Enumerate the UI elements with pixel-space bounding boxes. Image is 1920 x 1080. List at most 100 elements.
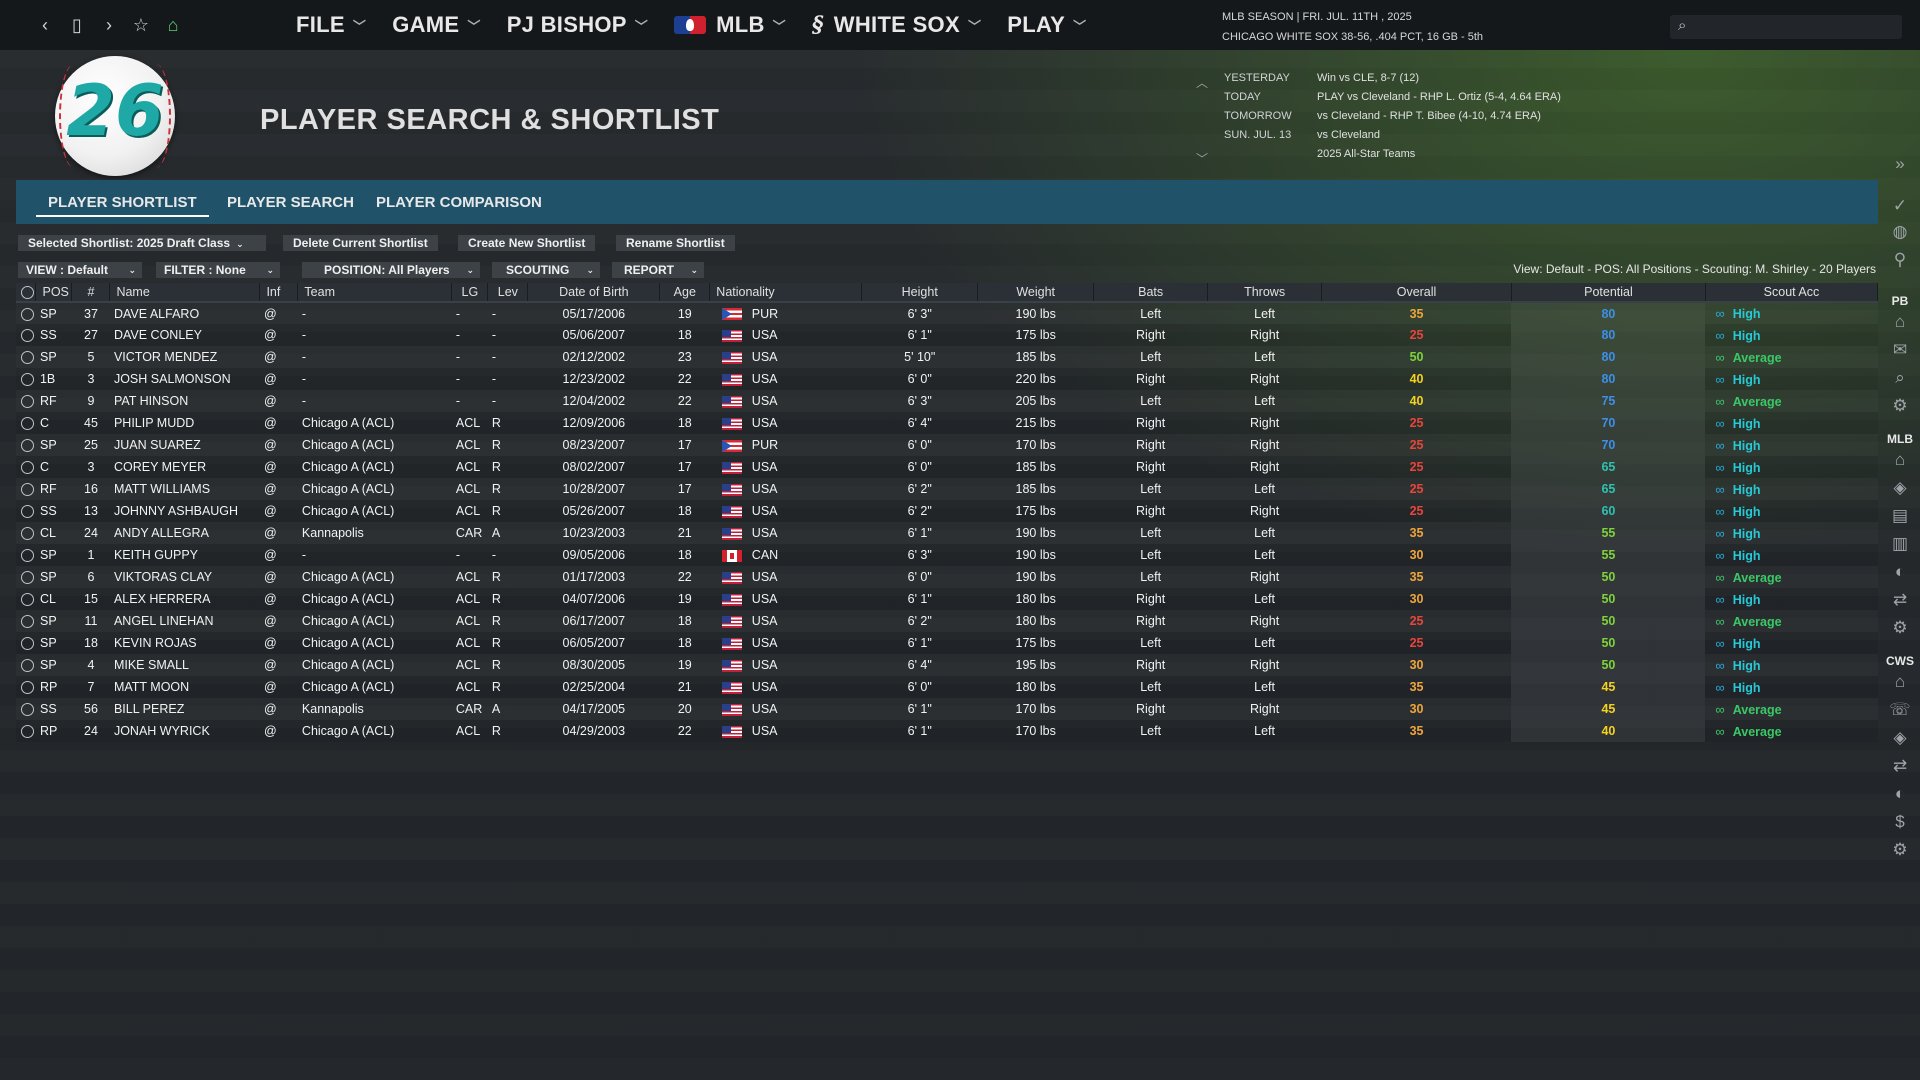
baseball-icon[interactable]: ◐ [1894,562,1906,581]
cell-team[interactable]: - [298,390,452,412]
select-all-header[interactable] [16,283,37,303]
cell-name[interactable]: JUAN SUAREZ [110,434,260,456]
cell-team[interactable]: Chicago A (ACL) [297,456,452,478]
row-select[interactable] [16,698,36,720]
table-row[interactable]: RF 16 MATT WILLIAMS @ Chicago A (ACL) ACL R 10/… [16,478,1878,500]
transactions-icon[interactable]: ⇄ [1892,756,1908,775]
cell-team[interactable]: Chicago A (ACL) [297,500,452,522]
row-select[interactable] [16,632,36,654]
col-header-nationality[interactable]: Nationality [709,283,863,303]
col-header-weight[interactable]: Weight [977,283,1095,303]
tab-player-search[interactable]: PLAYER SEARCH [227,194,354,211]
table-row[interactable]: SP 25 JUAN SUAREZ @ Chicago A (ACL) ACL R 08/23… [16,434,1878,456]
col-header-pos[interactable]: POS [35,283,73,303]
col-header-height[interactable]: Height [861,283,979,303]
transactions-icon[interactable]: ⇄ [1892,590,1908,609]
row-select[interactable] [16,412,36,434]
stats-icon[interactable]: ▥ [1891,534,1909,553]
table-row[interactable]: RP 7 MATT MOON @ Chicago A (ACL) ACL R 02/25/20… [16,676,1878,698]
cell-name[interactable]: PAT HINSON [110,390,260,412]
col-header-age[interactable]: Age [659,283,711,303]
row-select[interactable] [16,522,36,544]
star-icon[interactable]: ☆ [132,14,150,35]
search-input[interactable] [1700,17,1896,37]
col-header-lg[interactable]: LG [451,283,489,303]
view-dropdown[interactable]: VIEW : Default ⌄ [18,262,142,278]
col-header-dob[interactable]: Date of Birth [527,283,661,303]
cell-team[interactable]: Kannapolis [298,522,452,544]
row-select[interactable] [16,368,36,390]
table-row[interactable]: C 3 COREY MEYER @ Chicago A (ACL) ACL R 08/02/2… [16,456,1878,478]
cell-name[interactable]: JOSH SALMONSON [109,368,260,390]
page-icon[interactable]: ▯ [72,14,82,35]
cell-name[interactable]: DAVE ALFARO [110,302,260,324]
cell-name[interactable]: ANGEL LINEHAN [110,610,260,632]
table-row[interactable]: SS 13 JOHNNY ASHBAUGH @ Chicago A (ACL) ACL R 0… [16,500,1878,522]
col-header-throws[interactable]: Throws [1207,283,1323,303]
diamond-icon[interactable]: ◈ [1893,478,1907,497]
menu-manager[interactable]: PJ BISHOP ﹀ [507,12,648,38]
report-dropdown[interactable]: REPORT ⌄ [612,262,704,278]
table-row[interactable]: SP 18 KEVIN ROJAS @ Chicago A (ACL) ACL R 06/05… [16,632,1878,654]
schedule-row[interactable]: SUN. JUL. 13 vs Cleveland [1224,129,1624,148]
row-select[interactable] [16,566,36,588]
cell-team[interactable]: Chicago A (ACL) [297,412,452,434]
double-chevron-right-icon[interactable]: » [1895,154,1905,173]
cell-team[interactable]: - [298,302,452,324]
cell-name[interactable]: KEITH GUPPY [109,544,260,566]
cell-team[interactable]: Chicago A (ACL) [297,720,452,742]
delete-shortlist-button[interactable]: Delete Current Shortlist [283,235,438,251]
home-icon[interactable]: ⌂ [167,14,179,35]
row-select[interactable] [16,478,36,500]
menu-play[interactable]: PLAY ﹀ [1007,12,1086,38]
col-header-name[interactable]: Name [109,283,261,303]
table-row[interactable]: RP 24 JONAH WYRICK @ Chicago A (ACL) ACL R 04/2… [16,720,1878,742]
schedule-row[interactable]: TODAY PLAY vs Cleveland - RHP L. Ortiz (5… [1224,91,1624,110]
position-dropdown[interactable]: POSITION: All Players ⌄ [302,262,480,278]
col-header-bats[interactable]: Bats [1093,283,1209,303]
cell-team[interactable]: Chicago A (ACL) [298,478,452,500]
menu-game[interactable]: GAME ﹀ [392,12,481,38]
col-header-scout-acc[interactable]: Scout Acc [1705,283,1879,303]
baseball-icon[interactable]: ◐ [1894,784,1906,803]
selected-shortlist-dropdown[interactable]: Selected Shortlist: 2025 Draft Class ⌄ [18,235,266,251]
filter-dropdown[interactable]: FILTER : None ⌄ [156,262,280,278]
globe-icon[interactable]: ◍ [1892,222,1908,241]
menu-white-sox[interactable]: § WHITE SOX ﹀ [812,12,981,38]
row-select[interactable] [16,324,36,346]
table-row[interactable]: SP 5 VICTOR MENDEZ @ - - -02/12/2002 23 USA 5' 10… [16,346,1878,368]
cell-name[interactable]: MATT MOON [109,676,260,698]
cell-team[interactable]: - [298,346,452,368]
menu-mlb[interactable]: MLB ﹀ [674,12,786,38]
table-row[interactable]: CL 24 ANDY ALLEGRA @ Kannapolis CAR A 10/23/200… [16,522,1878,544]
row-select[interactable] [16,390,36,412]
col-header-overall[interactable]: Overall [1321,283,1512,303]
cell-name[interactable]: VICTOR MENDEZ [110,346,260,368]
cell-team[interactable]: Chicago A (ACL) [298,654,452,676]
table-row[interactable]: SP 11 ANGEL LINEHAN @ Chicago A (ACL) ACL R 06/… [16,610,1878,632]
schedule-row[interactable]: TOMORROW vs Cleveland - RHP T. Bibee (4-1… [1224,110,1624,129]
chevron-down-icon[interactable]: ﹀ [1196,152,1209,166]
cell-team[interactable]: Chicago A (ACL) [298,434,452,456]
row-select[interactable] [16,654,36,676]
row-select[interactable] [16,500,36,522]
gear-icon[interactable]: ⚙ [1892,396,1908,415]
search-icon[interactable]: ⌕ [1895,368,1905,387]
cell-team[interactable]: Chicago A (ACL) [298,610,452,632]
row-select[interactable] [16,610,36,632]
cell-team[interactable]: Chicago A (ACL) [298,566,452,588]
table-row[interactable]: SP 4 MIKE SMALL @ Chicago A (ACL) ACL R 08/30/2… [16,654,1878,676]
cell-name[interactable]: ANDY ALLEGRA [110,522,260,544]
col-header-inf[interactable]: Inf [259,283,299,303]
table-row[interactable]: C 45 PHILIP MUDD @ Chicago A (ACL) ACL R 12/09/… [16,412,1878,434]
cell-name[interactable]: COREY MEYER [109,456,260,478]
cell-name[interactable]: VIKTORAS CLAY [110,566,260,588]
table-row[interactable]: CL 15 ALEX HERRERA @ Chicago A (ACL) ACL R 04/0… [16,588,1878,610]
cell-team[interactable]: Chicago A (ACL) [297,632,452,654]
cell-name[interactable]: JOHNNY ASHBAUGH [109,500,260,522]
row-select[interactable] [16,676,36,698]
cell-team[interactable]: - [297,368,452,390]
row-select[interactable] [16,434,36,456]
home-icon[interactable]: ⌂ [1894,450,1906,469]
map-pin-icon[interactable]: ⚲ [1893,250,1907,269]
